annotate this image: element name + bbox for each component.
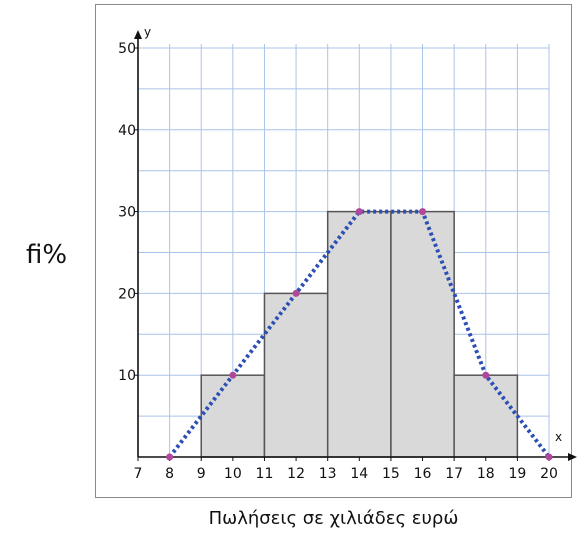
polygon-point — [355, 208, 363, 216]
histogram-bar — [200, 374, 266, 458]
y-axis-title: fi% — [26, 240, 68, 270]
x-tick-label: 7 — [134, 466, 143, 482]
frequency-polygon — [166, 208, 553, 461]
x-tick-label: 14 — [350, 466, 368, 482]
x-tick-label: 16 — [414, 466, 432, 482]
x-tick-label: 18 — [477, 466, 495, 482]
x-axis-title: Πωλήσεις σε χιλιάδες ευρώ — [208, 508, 459, 529]
polygon-point — [166, 453, 174, 461]
x-tick-label: 12 — [287, 466, 305, 482]
polygon-point — [292, 289, 300, 297]
bars — [200, 210, 519, 458]
x-tick-label: 11 — [256, 466, 274, 482]
x-tick-label: 9 — [197, 466, 206, 482]
histogram-bar — [326, 210, 392, 458]
y-tick-label: 50 — [118, 41, 136, 57]
x-tick-label: 17 — [445, 466, 463, 482]
x-tick-label: 13 — [319, 466, 337, 482]
histogram-bar — [390, 210, 455, 458]
y-tick-label: 20 — [118, 286, 136, 302]
tick-labels: 7 8 9 10 11 12 13 14 15 16 17 18 19 20 10 20 30 40 50 x y — [118, 25, 562, 482]
y-tick-label: 10 — [118, 368, 136, 384]
y-tick-label: 40 — [118, 123, 136, 139]
x-tick-label: 20 — [540, 466, 558, 482]
x-tick-label: 19 — [508, 466, 526, 482]
x-tick-label: 15 — [382, 466, 400, 482]
x-axis-arrow — [568, 453, 577, 461]
y-tick-label: 30 — [118, 205, 136, 221]
y-axis-symbol: y — [144, 25, 151, 39]
axes — [134, 30, 577, 461]
histogram-bar — [453, 374, 519, 458]
polygon-point — [229, 371, 237, 379]
x-axis-symbol: x — [555, 430, 562, 444]
y-axis-arrow — [134, 30, 142, 39]
polygon-point — [545, 453, 553, 461]
x-tick-label: 10 — [224, 466, 242, 482]
histogram-bar — [263, 292, 329, 458]
x-tick-label: 8 — [165, 466, 174, 482]
polygon-point — [419, 208, 427, 216]
polygon-point — [482, 371, 490, 379]
